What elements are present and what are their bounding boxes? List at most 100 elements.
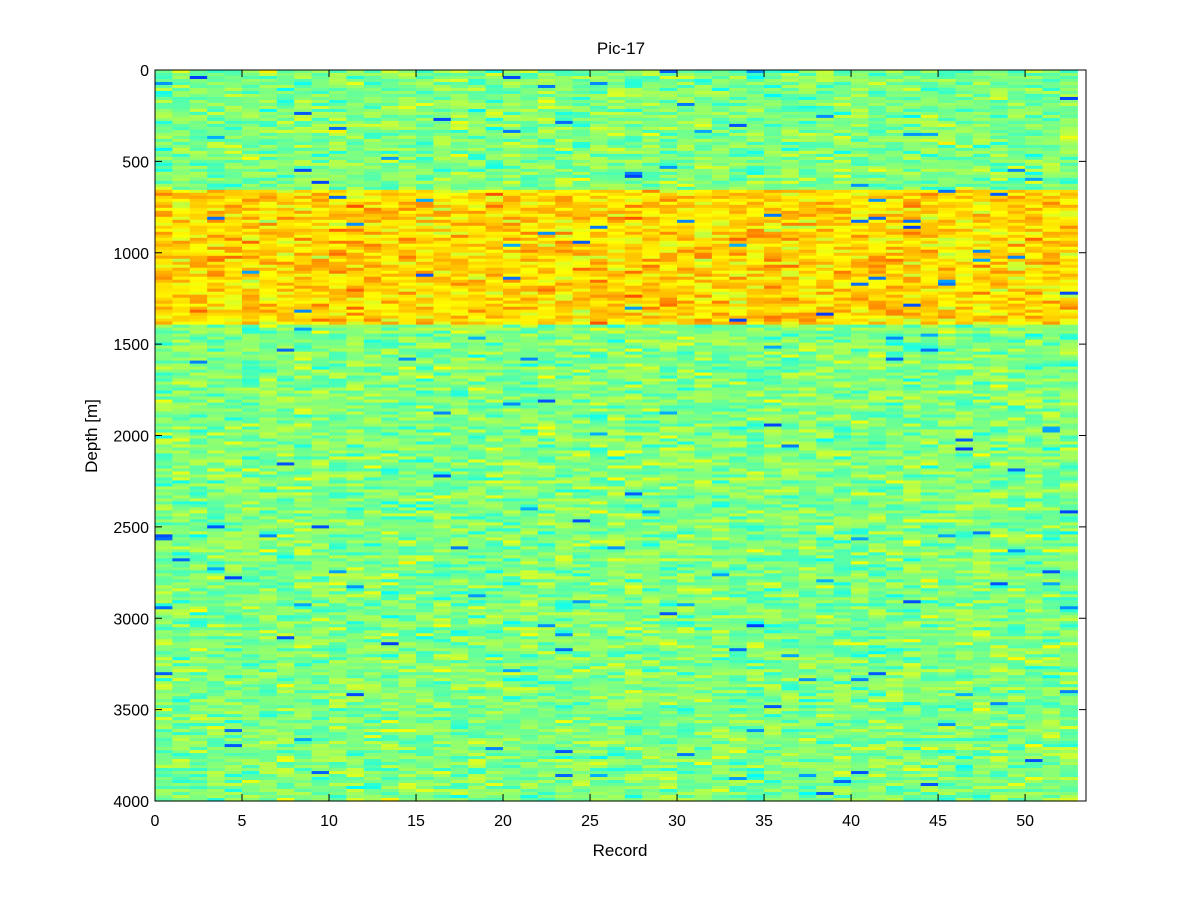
heatmap-cell [311, 774, 330, 778]
heatmap-cell [381, 687, 400, 691]
heatmap-cell [294, 180, 313, 185]
heatmap-cell [450, 426, 469, 431]
heatmap-cell [189, 411, 208, 416]
heatmap-cell [416, 351, 435, 356]
heatmap-cell [224, 234, 243, 239]
heatmap-cell [259, 507, 278, 511]
heatmap-cell [207, 567, 226, 571]
heatmap-cell [155, 540, 173, 544]
heatmap-cell [189, 348, 208, 353]
heatmap-cell [294, 774, 313, 778]
heatmap-cell [381, 444, 400, 449]
heatmap-cell [276, 681, 295, 685]
heatmap-cell [224, 486, 243, 491]
heatmap-cell [155, 744, 173, 748]
heatmap-cell [346, 240, 365, 245]
heatmap-cell [259, 564, 278, 568]
heatmap-cell [381, 642, 400, 646]
heatmap-cell [485, 531, 504, 535]
heatmap-cell [189, 534, 208, 538]
heatmap-cell [224, 456, 243, 461]
heatmap-cell [433, 342, 452, 347]
heatmap-cell [311, 567, 330, 571]
heatmap-cell [189, 717, 208, 721]
heatmap-cell [276, 480, 295, 485]
heatmap-cell [398, 366, 417, 371]
heatmap-cell [259, 213, 278, 218]
heatmap-cell [485, 195, 504, 200]
heatmap-cell [450, 126, 469, 131]
heatmap-cell [363, 786, 382, 790]
heatmap-cell [381, 636, 400, 640]
heatmap-cell [346, 303, 365, 308]
heatmap-cell [311, 750, 330, 754]
heatmap-cell [294, 168, 313, 173]
heatmap-cell [450, 309, 469, 314]
heatmap-cell [485, 795, 504, 799]
heatmap-cell [207, 741, 226, 745]
heatmap-cell [381, 483, 400, 488]
heatmap-cell [294, 669, 313, 673]
heatmap-cell [224, 162, 243, 167]
heatmap-cell [294, 354, 313, 359]
heatmap-cell [363, 420, 382, 425]
heatmap-cell [259, 648, 278, 652]
heatmap-cell [172, 417, 191, 422]
heatmap-cell [294, 282, 313, 287]
heatmap-cell [433, 705, 452, 709]
heatmap-cell [433, 96, 452, 101]
heatmap-cell [468, 639, 487, 643]
heatmap-cell [450, 405, 469, 410]
heatmap-cell [224, 729, 243, 733]
heatmap-cell [207, 330, 226, 335]
heatmap-cell [172, 198, 191, 203]
heatmap-cell [259, 174, 278, 179]
heatmap-cell [329, 471, 348, 476]
heatmap-cell [398, 684, 417, 688]
heatmap-cell [346, 645, 365, 649]
heatmap-cell [155, 780, 173, 784]
heatmap-cell [503, 75, 522, 80]
heatmap-cell [224, 588, 243, 592]
heatmap-cell [189, 132, 208, 137]
heatmap-cell [276, 408, 295, 413]
heatmap-cell [172, 123, 191, 128]
heatmap-cell [398, 360, 417, 365]
heatmap-cell [433, 483, 452, 488]
heatmap-cell [224, 768, 243, 772]
heatmap-cell [207, 435, 226, 440]
heatmap-cell [329, 672, 348, 676]
heatmap-cell [416, 279, 435, 284]
heatmap-cell [224, 216, 243, 221]
heatmap-cell [155, 249, 173, 254]
heatmap-cell [276, 765, 295, 769]
heatmap-cell [311, 291, 330, 296]
heatmap-cell [381, 198, 400, 203]
heatmap-cell [433, 798, 452, 802]
heatmap-cell [259, 495, 278, 500]
heatmap-cell [207, 591, 226, 595]
heatmap-cell [485, 75, 504, 80]
heatmap-cell [485, 393, 504, 398]
heatmap-cell [346, 321, 365, 326]
heatmap-cell [503, 162, 522, 167]
heatmap-cell [485, 648, 504, 652]
heatmap-cell [259, 336, 278, 341]
heatmap-cell [346, 756, 365, 760]
heatmap-cell [276, 669, 295, 673]
heatmap-cell [207, 240, 226, 245]
heatmap-cell [450, 228, 469, 233]
heatmap-cell [503, 171, 522, 176]
heatmap-cell [416, 198, 435, 203]
heatmap-cell [311, 657, 330, 661]
heatmap-cell [433, 708, 452, 712]
heatmap-cell [329, 159, 348, 164]
heatmap-cell [416, 462, 435, 467]
heatmap-cell [276, 240, 295, 245]
heatmap-cell [207, 183, 226, 188]
heatmap-cell [468, 753, 487, 757]
heatmap-cell [503, 141, 522, 146]
heatmap-cell [224, 762, 243, 766]
heatmap-cell [468, 495, 487, 500]
heatmap-cell [416, 603, 435, 607]
